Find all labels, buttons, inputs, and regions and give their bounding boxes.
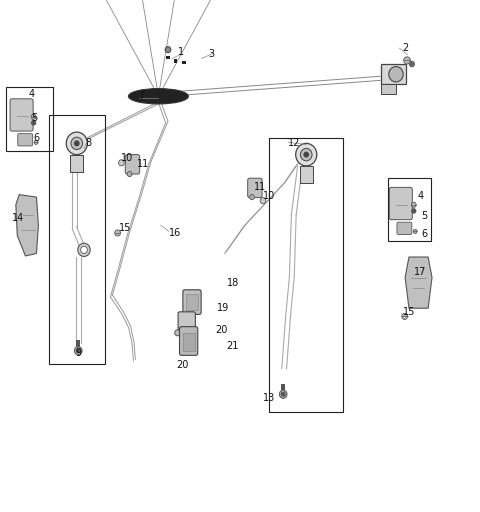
Circle shape: [412, 209, 416, 213]
Text: 8: 8: [85, 138, 92, 148]
Bar: [49, 115, 105, 364]
FancyBboxPatch shape: [389, 187, 412, 220]
Circle shape: [74, 347, 82, 355]
Text: 11: 11: [254, 182, 267, 192]
Bar: [388, 178, 431, 241]
Text: 3: 3: [209, 49, 215, 59]
FancyBboxPatch shape: [125, 155, 140, 174]
Circle shape: [304, 153, 308, 157]
Text: 1: 1: [178, 47, 184, 57]
Text: 21: 21: [227, 340, 239, 351]
Text: 15: 15: [119, 223, 132, 233]
Circle shape: [281, 392, 285, 396]
Ellipse shape: [129, 89, 188, 104]
Text: 6: 6: [421, 229, 428, 239]
FancyBboxPatch shape: [248, 178, 262, 198]
FancyBboxPatch shape: [18, 134, 33, 146]
Circle shape: [31, 114, 36, 119]
Text: 2: 2: [402, 43, 408, 53]
Bar: [183, 333, 195, 351]
Text: 5: 5: [31, 113, 37, 123]
Circle shape: [389, 67, 403, 82]
Text: 6: 6: [34, 133, 40, 143]
Circle shape: [411, 202, 416, 207]
Circle shape: [76, 349, 80, 353]
Text: 12: 12: [288, 138, 300, 148]
Text: 16: 16: [169, 228, 181, 238]
Bar: [173, 59, 177, 62]
FancyBboxPatch shape: [10, 99, 33, 131]
Circle shape: [409, 61, 414, 67]
Bar: [6, 87, 53, 151]
Text: 20: 20: [215, 325, 228, 335]
Circle shape: [402, 313, 408, 319]
Circle shape: [260, 198, 266, 204]
Circle shape: [404, 57, 410, 64]
Circle shape: [115, 230, 120, 236]
Circle shape: [32, 121, 36, 125]
Bar: [186, 294, 198, 310]
Circle shape: [78, 243, 90, 257]
Text: 10: 10: [263, 190, 276, 201]
Text: 4: 4: [29, 89, 35, 99]
Circle shape: [165, 47, 171, 53]
Text: 7: 7: [138, 91, 144, 101]
FancyBboxPatch shape: [183, 290, 201, 314]
Bar: [182, 60, 185, 64]
Text: 13: 13: [263, 393, 276, 403]
Bar: [281, 384, 285, 390]
Circle shape: [34, 140, 38, 144]
Circle shape: [75, 141, 79, 145]
Polygon shape: [16, 195, 38, 256]
Bar: [76, 340, 80, 347]
Text: 19: 19: [217, 303, 229, 313]
Bar: [381, 64, 406, 84]
Text: 4: 4: [418, 190, 424, 201]
Bar: [300, 166, 312, 183]
Text: 14: 14: [12, 212, 24, 223]
Text: 20: 20: [177, 359, 189, 370]
Circle shape: [296, 143, 317, 166]
Text: 15: 15: [403, 307, 416, 317]
Text: 10: 10: [121, 153, 134, 163]
Circle shape: [81, 246, 87, 253]
FancyBboxPatch shape: [178, 312, 195, 331]
Text: 11: 11: [137, 159, 149, 169]
Circle shape: [127, 172, 132, 177]
Bar: [71, 155, 83, 172]
Bar: [381, 84, 396, 94]
Circle shape: [250, 195, 254, 200]
Circle shape: [119, 160, 124, 166]
Polygon shape: [405, 257, 432, 308]
Circle shape: [175, 330, 180, 336]
Circle shape: [66, 132, 87, 155]
FancyBboxPatch shape: [180, 327, 198, 355]
Circle shape: [71, 137, 83, 150]
Circle shape: [300, 148, 312, 161]
Circle shape: [279, 390, 287, 398]
Circle shape: [413, 229, 417, 233]
Text: 5: 5: [421, 211, 428, 221]
Text: 9: 9: [75, 348, 82, 358]
FancyBboxPatch shape: [397, 222, 412, 234]
Bar: [269, 138, 343, 412]
Text: 17: 17: [414, 267, 426, 278]
Bar: [166, 55, 170, 59]
Text: 18: 18: [227, 278, 239, 288]
